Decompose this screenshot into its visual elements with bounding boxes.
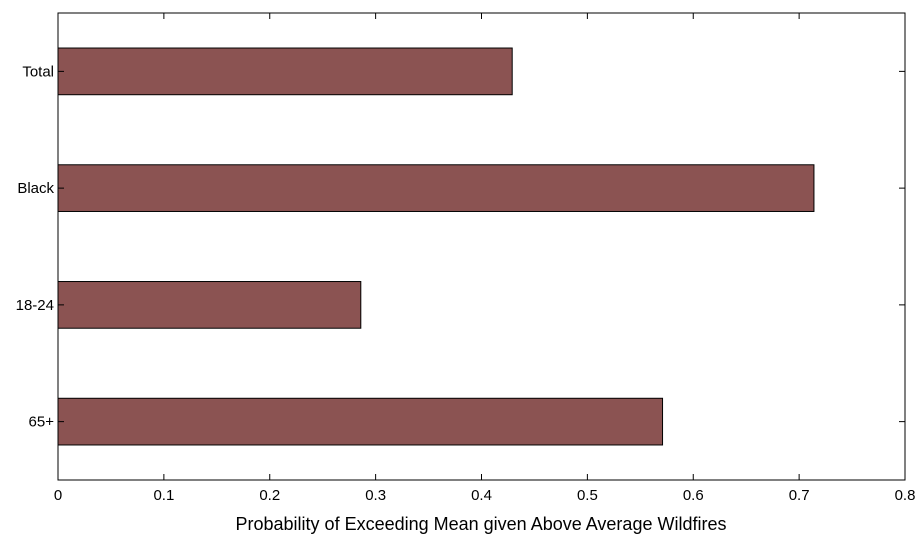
x-tick-label: 0.5 — [577, 487, 598, 504]
x-axis-label: Probability of Exceeding Mean given Abov… — [236, 514, 727, 534]
bar-65 — [57, 397, 664, 446]
x-axis-ticks: 0 0.1 0.2 0.3 0.4 0.5 0.6 0.7 0.8 — [54, 13, 916, 504]
x-tick-label: 0.1 — [153, 487, 174, 504]
x-tick-label: 0.2 — [259, 487, 280, 504]
x-tick-label: 0.8 — [895, 487, 916, 504]
y-tick-label: 65+ — [29, 414, 55, 431]
y-axis-ticks: Total Black 18-24 65+ — [16, 63, 905, 431]
x-tick-label: 0.6 — [683, 487, 704, 504]
x-tick-label: 0.4 — [471, 487, 492, 504]
bar-18-24 — [57, 281, 362, 329]
y-tick-label: Black — [17, 180, 54, 197]
bar-total — [57, 47, 513, 96]
y-tick-label: Total — [22, 63, 54, 80]
y-tick-label: 18-24 — [16, 297, 54, 314]
bars-group — [57, 47, 815, 446]
x-tick-label: 0.7 — [789, 487, 810, 504]
x-tick-label: 0 — [54, 487, 62, 504]
bar-black — [57, 164, 815, 212]
x-tick-label: 0.3 — [365, 487, 386, 504]
